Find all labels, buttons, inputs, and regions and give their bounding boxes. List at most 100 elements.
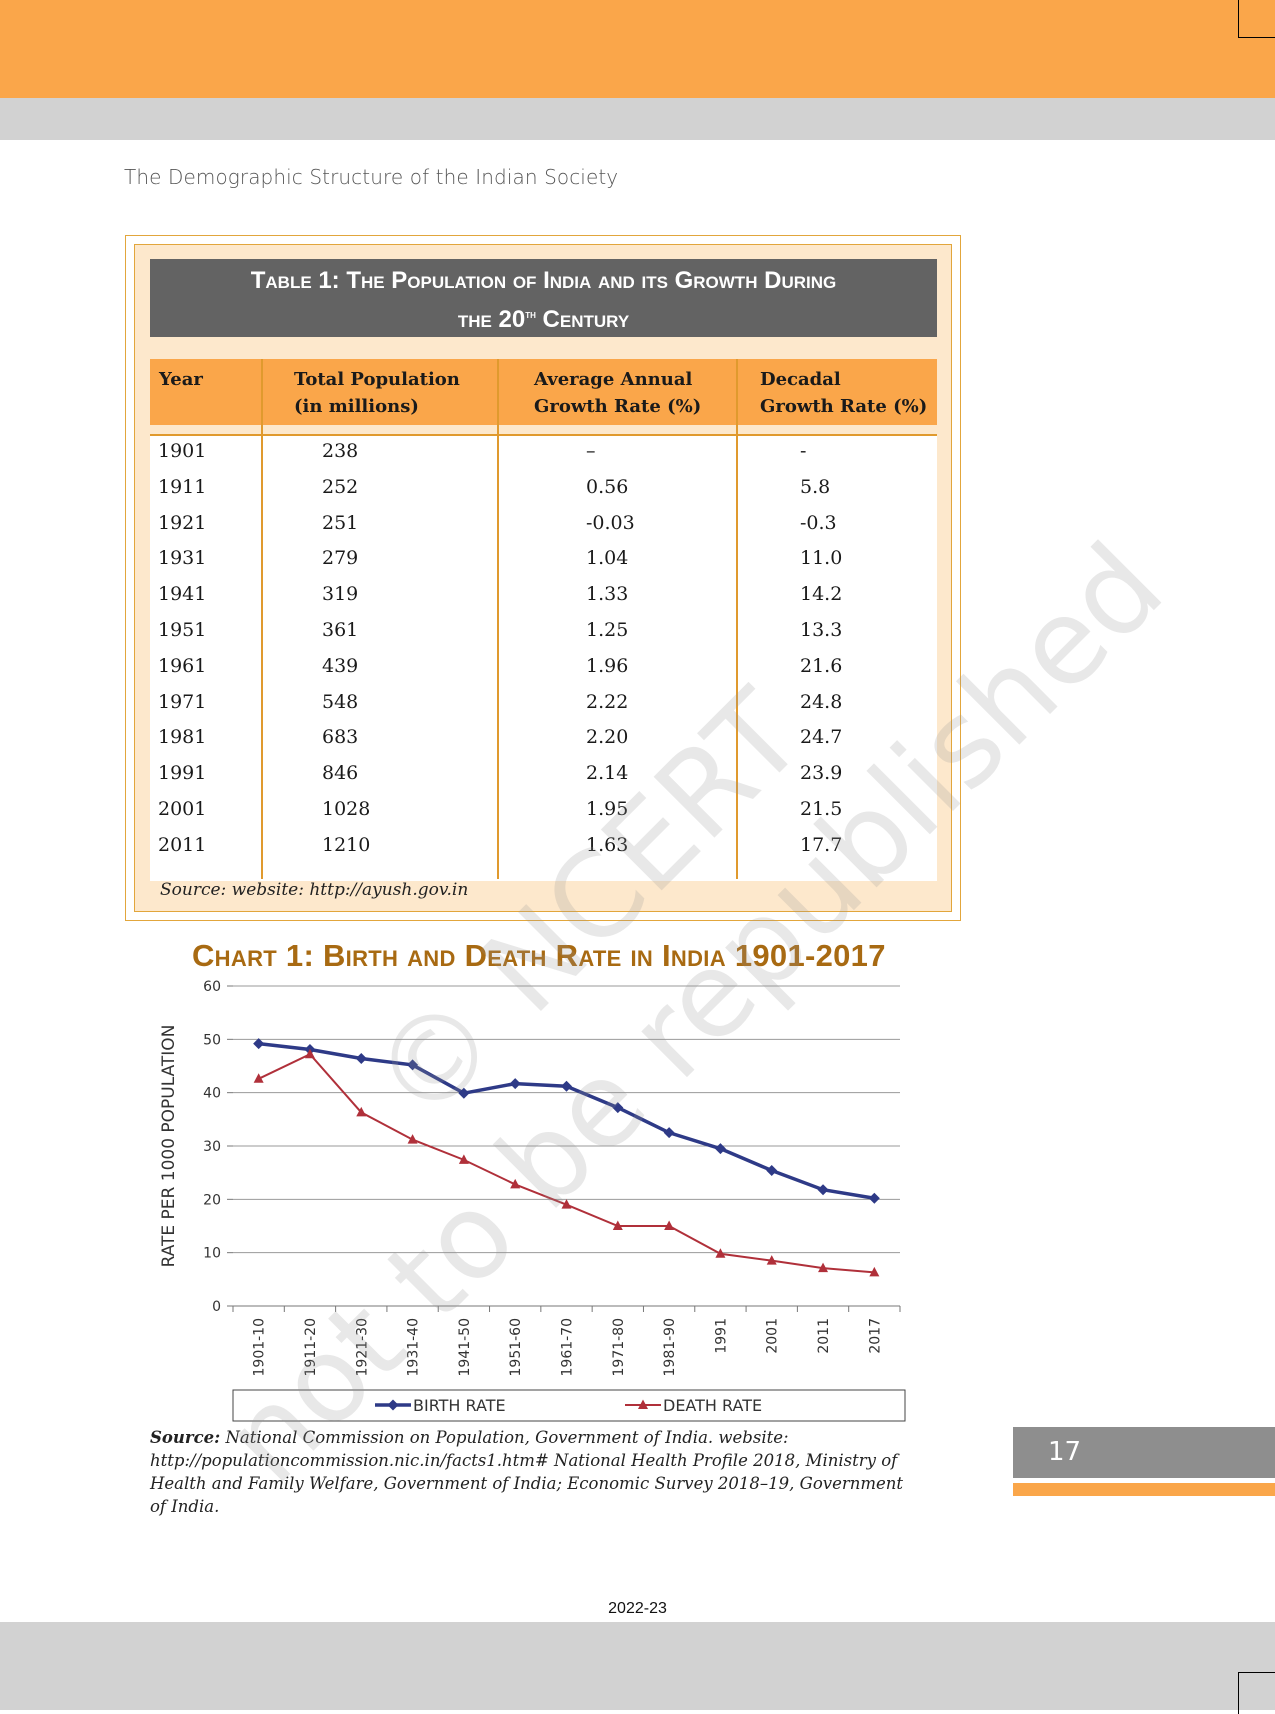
table-row: 1941 319 1.33 14.2 bbox=[150, 579, 937, 614]
cell-population: 1210 bbox=[322, 833, 371, 856]
legend-label: BIRTH RATE bbox=[413, 1396, 506, 1415]
birth-rate-point bbox=[612, 1102, 624, 1114]
cell-population: 279 bbox=[322, 547, 359, 570]
legend-label: DEATH RATE bbox=[663, 1396, 762, 1415]
y-tick-label: 0 bbox=[212, 1299, 221, 1315]
cell-year: 1991 bbox=[158, 762, 207, 785]
y-tick-label: 20 bbox=[203, 1192, 221, 1208]
cell-population: 361 bbox=[322, 619, 359, 641]
cell-decadal-growth: 24.7 bbox=[800, 726, 843, 749]
cell-population: 846 bbox=[322, 762, 359, 785]
table-row: 1981 683 2.20 24.7 bbox=[150, 722, 937, 757]
cell-annual-growth: 2.14 bbox=[586, 762, 629, 785]
table-row: 1961 439 1.96 21.6 bbox=[150, 651, 937, 686]
cell-decadal-growth: 14.2 bbox=[800, 583, 843, 606]
cell-decadal-growth: 21.5 bbox=[800, 798, 843, 820]
cell-year: 1941 bbox=[158, 583, 207, 606]
cell-annual-growth: 1.25 bbox=[586, 619, 629, 641]
cell-year: 1931 bbox=[158, 547, 207, 570]
cell-annual-growth: 2.20 bbox=[586, 726, 629, 749]
page-number-stripe bbox=[1013, 1483, 1275, 1496]
x-tick-label: 2017 bbox=[867, 1318, 883, 1354]
table-source: Source: website: http://ayush.gov.in bbox=[160, 880, 469, 900]
table-row: 1991 846 2.14 23.9 bbox=[150, 758, 937, 793]
crop-mark-bottom bbox=[1238, 1672, 1275, 1714]
birth-rate-point bbox=[458, 1087, 470, 1099]
chart-source: Source: National Commission on Populatio… bbox=[150, 1428, 904, 1516]
cell-annual-growth: 0.56 bbox=[586, 475, 629, 498]
table-title-line1: Table 1: The Population of India and its… bbox=[250, 267, 837, 294]
cell-year: 2001 bbox=[158, 798, 207, 820]
page-number-box bbox=[1013, 1427, 1275, 1478]
column-divider bbox=[736, 359, 738, 879]
x-tick-label: 1921-30 bbox=[354, 1318, 370, 1377]
legend-marker bbox=[387, 1399, 399, 1411]
table-row: 1911 252 0.56 5.8 bbox=[150, 472, 937, 507]
birth-rate-point bbox=[663, 1127, 675, 1139]
x-tick-label: 1941-50 bbox=[457, 1318, 473, 1377]
cell-population: 548 bbox=[322, 690, 359, 713]
cell-decadal-growth: - bbox=[800, 440, 807, 462]
cell-annual-growth: 1.96 bbox=[586, 654, 629, 677]
table-row: 1921 251 -0.03 -0.3 bbox=[150, 508, 937, 543]
y-tick-label: 50 bbox=[203, 1032, 221, 1048]
x-tick-label: 2011 bbox=[816, 1318, 832, 1354]
cell-population: 251 bbox=[322, 511, 359, 534]
death-rate-point bbox=[458, 1154, 469, 1164]
y-tick-label: 40 bbox=[203, 1086, 221, 1102]
cell-annual-growth: 1.33 bbox=[586, 583, 629, 606]
table-row: 1971 548 2.22 24.8 bbox=[150, 687, 937, 722]
death-rate-point bbox=[869, 1266, 880, 1277]
x-tick-label: 1981-90 bbox=[662, 1318, 678, 1377]
cell-population: 439 bbox=[322, 654, 359, 677]
cell-year: 1971 bbox=[158, 690, 207, 713]
birth-rate-point bbox=[253, 1038, 265, 1050]
line-chart: 0 10 20 30 40 50 60 1901-10 1911-20 1921-30 1931-4… bbox=[159, 979, 906, 1422]
birth-rate-point bbox=[407, 1059, 419, 1071]
chart-title: Chart 1: Birth and Death Rate in India 1… bbox=[192, 938, 886, 973]
cell-year: 1911 bbox=[158, 475, 207, 498]
cell-year: 1951 bbox=[158, 619, 207, 641]
cell-annual-growth: 1.63 bbox=[586, 833, 629, 856]
birth-rate-point bbox=[868, 1192, 880, 1204]
cell-decadal-growth: 11.0 bbox=[800, 547, 843, 570]
cell-population: 683 bbox=[322, 726, 359, 749]
birth-rate-point bbox=[817, 1184, 829, 1196]
crop-mark-top bbox=[1238, 0, 1275, 38]
cell-year: 1961 bbox=[158, 654, 207, 677]
death-rate-point bbox=[407, 1134, 418, 1144]
cell-population: 1028 bbox=[322, 798, 371, 820]
table-title-line2: the 20th Century bbox=[457, 306, 630, 333]
death-rate-point bbox=[818, 1262, 829, 1273]
cell-decadal-growth: 17.7 bbox=[800, 833, 843, 856]
x-tick-label: 1961-70 bbox=[560, 1318, 576, 1377]
col-header-decadal-growth: Decadal Growth Rate (%) bbox=[760, 369, 928, 417]
death-rate-point bbox=[253, 1073, 264, 1083]
death-rate-point bbox=[612, 1220, 623, 1230]
column-divider bbox=[497, 359, 499, 879]
cell-decadal-growth: 23.9 bbox=[800, 762, 843, 785]
table-row: 1931 279 1.04 11.0 bbox=[150, 543, 937, 578]
year-footer: 2022-23 bbox=[608, 1600, 667, 1617]
cell-year: 1921 bbox=[158, 511, 207, 534]
header-grey-band bbox=[0, 98, 1275, 140]
death-rate-point bbox=[356, 1106, 367, 1117]
table-header-row: Year Total Population (in millions) Aver… bbox=[150, 359, 937, 425]
legend-box bbox=[232, 1389, 906, 1422]
death-rate-point bbox=[766, 1255, 777, 1265]
birth-rate-point bbox=[355, 1053, 367, 1065]
cell-annual-growth: 2.22 bbox=[586, 690, 629, 713]
death-rate-point bbox=[664, 1220, 675, 1230]
birth-rate-point bbox=[561, 1080, 572, 1092]
birth-rate-line bbox=[258, 1041, 875, 1200]
death-rate-point bbox=[715, 1248, 726, 1258]
cell-year: 2011 bbox=[158, 833, 207, 856]
col-header-annual-growth: Average Annual Growth Rate (%) bbox=[534, 369, 702, 417]
x-tick-label: 1901-10 bbox=[252, 1318, 268, 1377]
cell-population: 238 bbox=[322, 440, 359, 462]
death-rate-point bbox=[304, 1048, 315, 1059]
y-tick-label: 10 bbox=[203, 1246, 221, 1262]
cell-population: 252 bbox=[322, 475, 359, 498]
x-tick-label: 1931-40 bbox=[406, 1318, 422, 1377]
table-row: 1951 361 1.25 13.3 bbox=[150, 615, 937, 650]
